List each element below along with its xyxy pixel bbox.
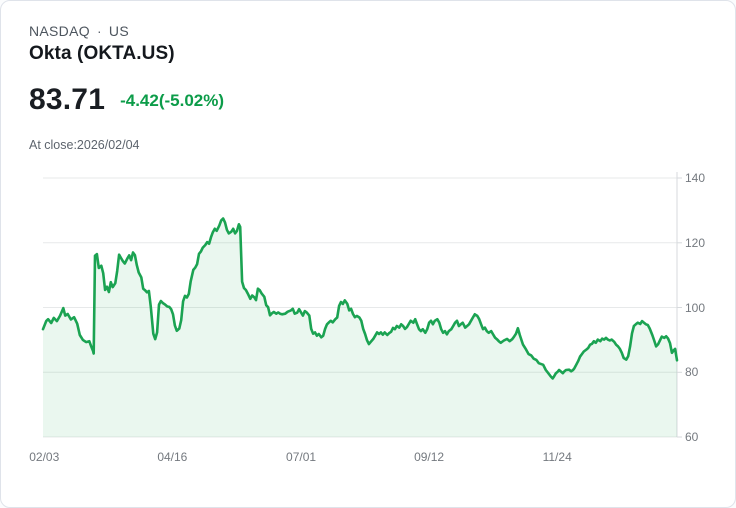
x-axis-label: 07/01 <box>286 450 317 464</box>
y-axis-label: 100 <box>685 300 706 315</box>
y-axis-label: 60 <box>685 430 699 444</box>
price-line <box>41 217 679 380</box>
y-axis-label: 80 <box>685 365 699 380</box>
x-axis-label: 11/24 <box>542 450 572 464</box>
price-change: -4.42(-5.02%) <box>120 91 225 110</box>
price-area <box>43 218 677 437</box>
current-price: 83.71 <box>29 83 106 116</box>
price-row: 83.71 -4.42(-5.02%) <box>29 83 224 117</box>
close-time: At close:2026/02/04 <box>29 138 140 152</box>
x-axis-label: 04/16 <box>157 450 188 464</box>
separator-dot: · <box>96 23 102 39</box>
stock-title: Okta (OKTA.US) <box>29 43 175 64</box>
market-line: NASDAQ · US <box>29 23 129 40</box>
y-axis-label: 140 <box>685 171 706 185</box>
exchange-label: NASDAQ <box>29 23 90 39</box>
x-axis-label: 02/03 <box>29 450 60 464</box>
y-axis-label: 120 <box>685 235 706 250</box>
region-label: US <box>108 23 129 39</box>
x-axis-label: 09/12 <box>414 450 445 464</box>
